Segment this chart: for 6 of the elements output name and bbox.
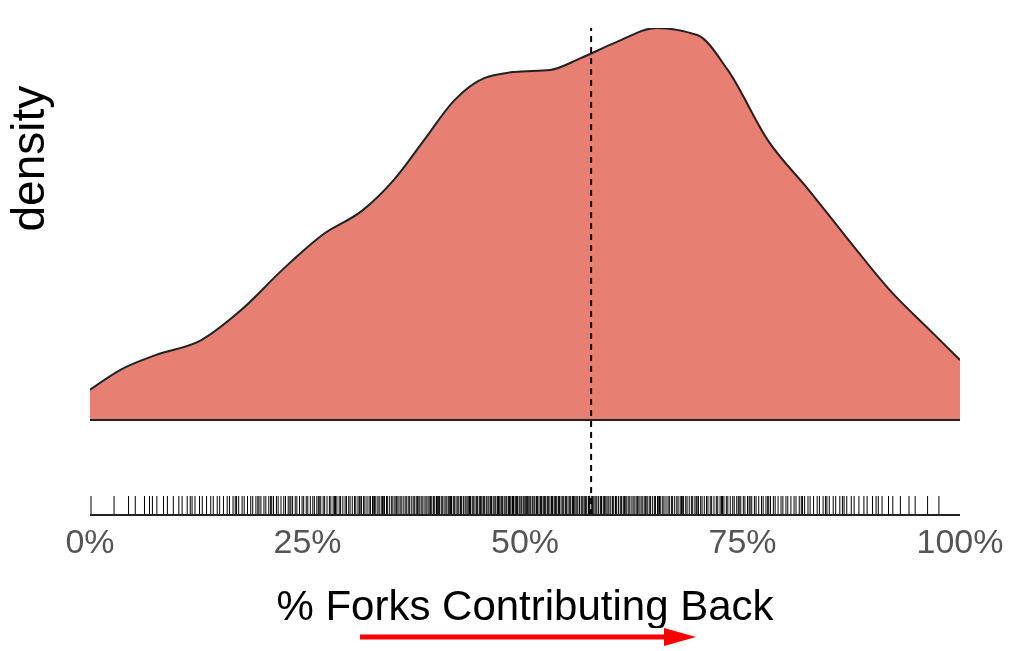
y-axis-title: density: [2, 85, 55, 232]
x-tick-label: 50%: [490, 522, 560, 561]
x-tick-label: 75%: [708, 522, 777, 561]
x-tick-label: 25%: [273, 522, 342, 561]
x-tick-label: 100%: [916, 522, 1004, 561]
x-tick-label: 0%: [65, 522, 115, 561]
